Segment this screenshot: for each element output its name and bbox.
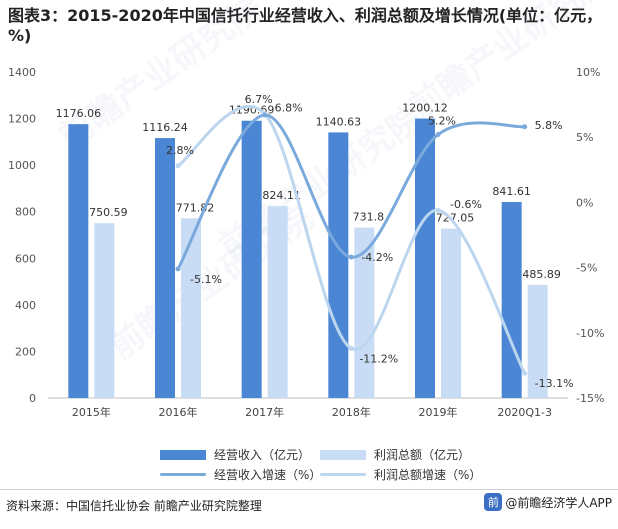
- revenue-bar: [501, 202, 522, 398]
- profit-bar-label: 824.11: [262, 189, 301, 202]
- revenue-bar: [415, 118, 435, 398]
- revenue-growth-label: 5.2%: [428, 115, 456, 128]
- legend-item: 经营收入（亿元）: [160, 446, 310, 463]
- revenue-bar-label: 1140.63: [316, 115, 362, 128]
- revenue-bar: [155, 138, 175, 398]
- profit-growth-label: -11.2%: [359, 352, 398, 365]
- revenue-growth-label: 6.7%: [245, 93, 273, 106]
- profit-growth-label: 2.8%: [166, 144, 194, 157]
- y-left-tick-label: 800: [15, 206, 36, 219]
- brand-text: @前瞻经济学人APP: [505, 495, 612, 510]
- x-tick-label: 2016年: [159, 405, 198, 419]
- revenue-bar: [328, 132, 349, 398]
- revenue-growth-label: -5.1%: [190, 273, 222, 286]
- profit-growth-point: [175, 163, 181, 169]
- y-right-tick-label: 10%: [576, 66, 600, 79]
- legend-swatch: [160, 449, 206, 460]
- profit-growth-point: [522, 370, 528, 376]
- y-left-tick-label: 200: [15, 345, 36, 358]
- revenue-bar: [241, 120, 262, 399]
- x-tick-label: 2019年: [419, 405, 458, 419]
- chart-plot-area: 前瞻产业研究院前瞻产业研究院前瞻产业研究院前瞻产业研究院020040060080…: [8, 0, 618, 419]
- profit-bar-label: 731.8: [353, 211, 385, 224]
- revenue-growth-point: [435, 132, 441, 138]
- legend-item: 利润总额（亿元）: [320, 446, 470, 463]
- revenue-growth-label: -4.2%: [361, 251, 393, 264]
- y-left-tick-label: 0: [29, 392, 36, 405]
- profit-bar-label: 750.59: [89, 206, 128, 219]
- legend-label: 利润总额增速（%）: [374, 468, 482, 482]
- revenue-bar-label: 841.61: [492, 185, 531, 198]
- legend-item: 经营收入增速（%）: [160, 466, 321, 483]
- footer-divider: [0, 489, 618, 490]
- y-left-tick-label: 600: [15, 252, 36, 265]
- legend-item: 利润总额增速（%）: [320, 466, 481, 483]
- profit-bar: [181, 218, 201, 398]
- revenue-growth-point: [522, 124, 528, 130]
- legend-swatch: [160, 473, 206, 476]
- revenue-bar-label: 1200.12: [402, 102, 448, 115]
- x-tick-label: 2017年: [245, 405, 284, 419]
- y-left-tick-label: 1200: [8, 113, 36, 126]
- y-left-tick-label: 400: [15, 299, 36, 312]
- chart-title: 图表3：2015-2020年中国信托行业经营收入、利润总额及增长情况(单位：亿元…: [8, 6, 603, 45]
- profit-bar: [354, 227, 375, 398]
- revenue-growth-label: 5.8%: [535, 119, 563, 132]
- y-right-tick-label: -10%: [576, 327, 604, 340]
- y-right-tick-label: 5%: [576, 131, 593, 144]
- y-left-tick-label: 1400: [8, 66, 36, 79]
- profit-growth-label: -0.6%: [450, 198, 482, 211]
- profit-bar-label: 485.89: [522, 268, 561, 281]
- legend-swatch: [320, 449, 366, 460]
- y-right-tick-label: 0%: [576, 196, 593, 209]
- revenue-bar-label: 1176.06: [56, 107, 102, 120]
- x-tick-label: 2015年: [72, 405, 111, 419]
- source-note: 资料来源：中国信托业协会 前瞻产业研究院整理: [6, 499, 262, 513]
- chart-legend: 经营收入（亿元） 利润总额（亿元） 经营收入增速（%） 利润总额增速（%）: [0, 440, 618, 484]
- revenue-bar-label: 1116.24: [142, 121, 188, 134]
- brand-mark: 前 @前瞻经济学人APP: [484, 493, 612, 511]
- revenue-growth-point: [348, 254, 354, 260]
- x-tick-label: 2018年: [332, 405, 371, 419]
- x-tick-label: 2020Q1-3: [497, 406, 552, 419]
- brand-logo-icon: 前: [484, 493, 503, 511]
- profit-bar: [267, 206, 288, 398]
- profit-bar: [441, 228, 461, 398]
- legend-label: 经营收入（亿元）: [214, 448, 311, 462]
- legend-label: 经营收入增速（%）: [214, 468, 322, 482]
- profit-bar: [94, 223, 115, 398]
- revenue-bar: [68, 124, 89, 398]
- profit-growth-label: -13.1%: [535, 377, 574, 390]
- y-right-tick-label: -5%: [576, 262, 597, 275]
- revenue-growth-point: [175, 266, 181, 272]
- profit-growth-label: 6.8%: [275, 102, 303, 115]
- profit-bar: [527, 284, 548, 398]
- profit-growth-point: [348, 345, 354, 351]
- legend-label: 利润总额（亿元）: [374, 448, 471, 462]
- y-right-tick-label: -15%: [576, 392, 604, 405]
- y-left-tick-label: 1000: [8, 159, 36, 172]
- revenue-growth-point: [262, 112, 268, 118]
- profit-growth-point: [435, 207, 441, 213]
- legend-swatch: [320, 473, 366, 476]
- revenue-growth-line: [176, 113, 527, 271]
